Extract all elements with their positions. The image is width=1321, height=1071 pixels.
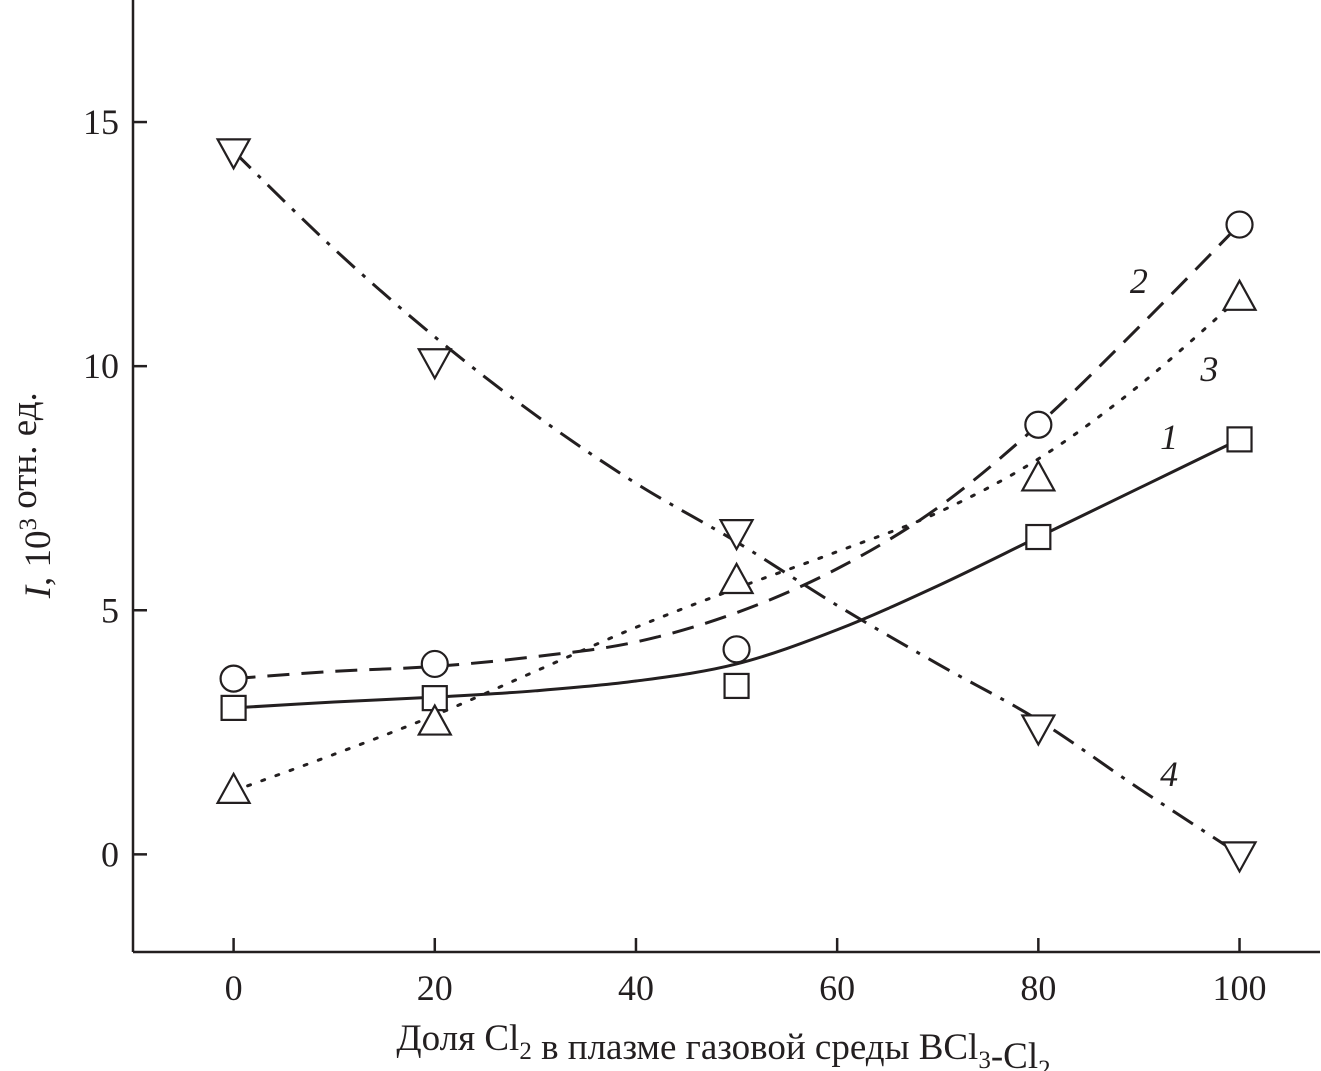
series-2-point [1024, 410, 1053, 439]
series-4-point [215, 138, 252, 171]
series-4-point [718, 519, 755, 552]
x-tick-label: 60 [819, 968, 855, 1008]
series-4-point [1020, 714, 1057, 747]
y-tick-label: 15 [83, 102, 119, 142]
x-tick-label: 100 [1213, 968, 1267, 1008]
y-tick-label: 0 [101, 834, 119, 874]
series-2-line [233, 223, 1241, 681]
markers [215, 138, 1258, 874]
x-tick-label: 40 [618, 968, 654, 1008]
series-1-line [233, 438, 1241, 710]
series-2-point [1225, 210, 1254, 239]
series-3-point [1020, 459, 1057, 492]
series-3-point [416, 703, 453, 736]
y-tick-label: 10 [83, 346, 119, 386]
x-ticks: 0 20 40 60 80 100 [225, 938, 1267, 1008]
axes [131, 0, 1320, 954]
series-1-label: 1 [1160, 417, 1178, 457]
series-1-point [1025, 523, 1052, 551]
series-3-point [1221, 278, 1258, 311]
series-3-label: 3 [1199, 349, 1218, 389]
series-4-point [416, 348, 453, 381]
series-2-point [420, 649, 449, 679]
series-2-point [219, 664, 248, 693]
series-4-line [232, 150, 1241, 856]
y-ticks: 0 5 10 15 [83, 102, 147, 874]
series-3-point [718, 561, 755, 595]
x-tick-label: 80 [1020, 968, 1056, 1008]
x-tick-label: 20 [417, 968, 453, 1008]
series-1-point [723, 672, 750, 700]
x-axis-title: Доля Cl2 в плазме газовой среды BCl3-Cl2 [396, 1018, 1050, 1071]
series-1-point [220, 694, 247, 721]
series-2-label: 2 [1130, 261, 1148, 301]
series-3-point [215, 771, 252, 804]
series-2-point [722, 635, 751, 664]
series-4-label: 4 [1160, 754, 1178, 794]
curve-labels: 1 2 3 4 [1130, 261, 1218, 794]
x-tick-label: 0 [225, 968, 243, 1008]
curves [232, 150, 1242, 856]
y-axis-title: I, 103 отн. ед. [4, 392, 59, 599]
series-4-point [1221, 841, 1258, 874]
series-1-point [1226, 426, 1253, 453]
y-tick-label: 5 [101, 590, 119, 630]
